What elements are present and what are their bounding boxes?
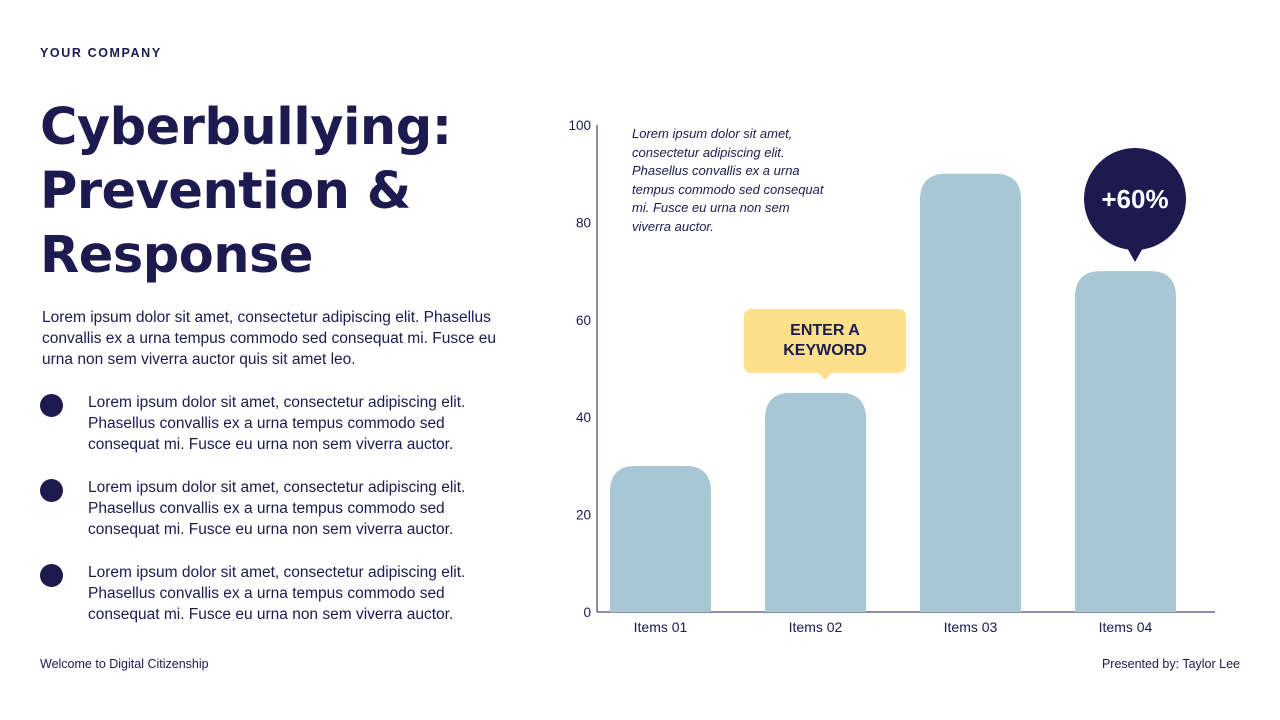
keyword-callout: ENTER A KEYWORD	[744, 309, 906, 373]
bar-items-03	[920, 173, 1021, 612]
x-tick-label: Items 01	[634, 619, 688, 635]
percent-badge-tail	[1126, 246, 1144, 262]
y-tick-label: 100	[568, 118, 591, 133]
x-tick-label: Items 04	[1099, 619, 1153, 635]
y-tick-label: 80	[576, 215, 591, 230]
bullet-item: Lorem ipsum dolor sit amet, consectetur …	[40, 392, 520, 477]
y-tick-label: 40	[576, 410, 591, 425]
title-line-1: Cyberbullying:	[40, 98, 452, 157]
title-line-2: Prevention &	[40, 162, 411, 221]
intro-paragraph: Lorem ipsum dolor sit amet, consectetur …	[42, 309, 497, 368]
percent-badge: +60%	[1084, 148, 1186, 250]
bar-items-02	[765, 392, 866, 612]
bullet-text: Lorem ipsum dolor sit amet, consectetur …	[88, 479, 466, 538]
bullet-text: Lorem ipsum dolor sit amet, consectetur …	[88, 564, 466, 623]
chart-note: Lorem ipsum dolor sit amet, consectetur …	[632, 126, 824, 234]
keyword-callout-tail	[818, 372, 832, 380]
bullet-list: Lorem ipsum dolor sit amet, consectetur …	[40, 392, 520, 647]
footer-event-title: Welcome to Digital Citizenship	[40, 657, 209, 671]
x-tick-label: Items 02	[789, 619, 843, 635]
slide-title: Cyberbullying: Prevention & Response	[40, 96, 540, 288]
y-tick-label: 20	[576, 508, 591, 523]
bullet-dot-icon	[40, 479, 63, 502]
bar-items-04	[1075, 271, 1176, 612]
title-line-3: Response	[40, 226, 314, 285]
bar-chart: 0 20 40 60 80 100 Items 01 Items 02 Items 03 Item…	[568, 118, 1215, 635]
y-tick-label: 0	[583, 605, 591, 620]
bullet-text: Lorem ipsum dolor sit amet, consectetur …	[88, 394, 466, 453]
y-tick-label: 60	[576, 313, 591, 328]
bullet-item: Lorem ipsum dolor sit amet, consectetur …	[40, 477, 520, 562]
bullet-dot-icon	[40, 564, 63, 587]
company-name: YOUR COMPANY	[40, 46, 162, 60]
bar-items-01	[610, 465, 711, 612]
x-tick-label: Items 03	[944, 619, 998, 635]
bullet-dot-icon	[40, 394, 63, 417]
bullet-item: Lorem ipsum dolor sit amet, consectetur …	[40, 562, 520, 647]
footer-presenter: Presented by: Taylor Lee	[1101, 657, 1240, 671]
